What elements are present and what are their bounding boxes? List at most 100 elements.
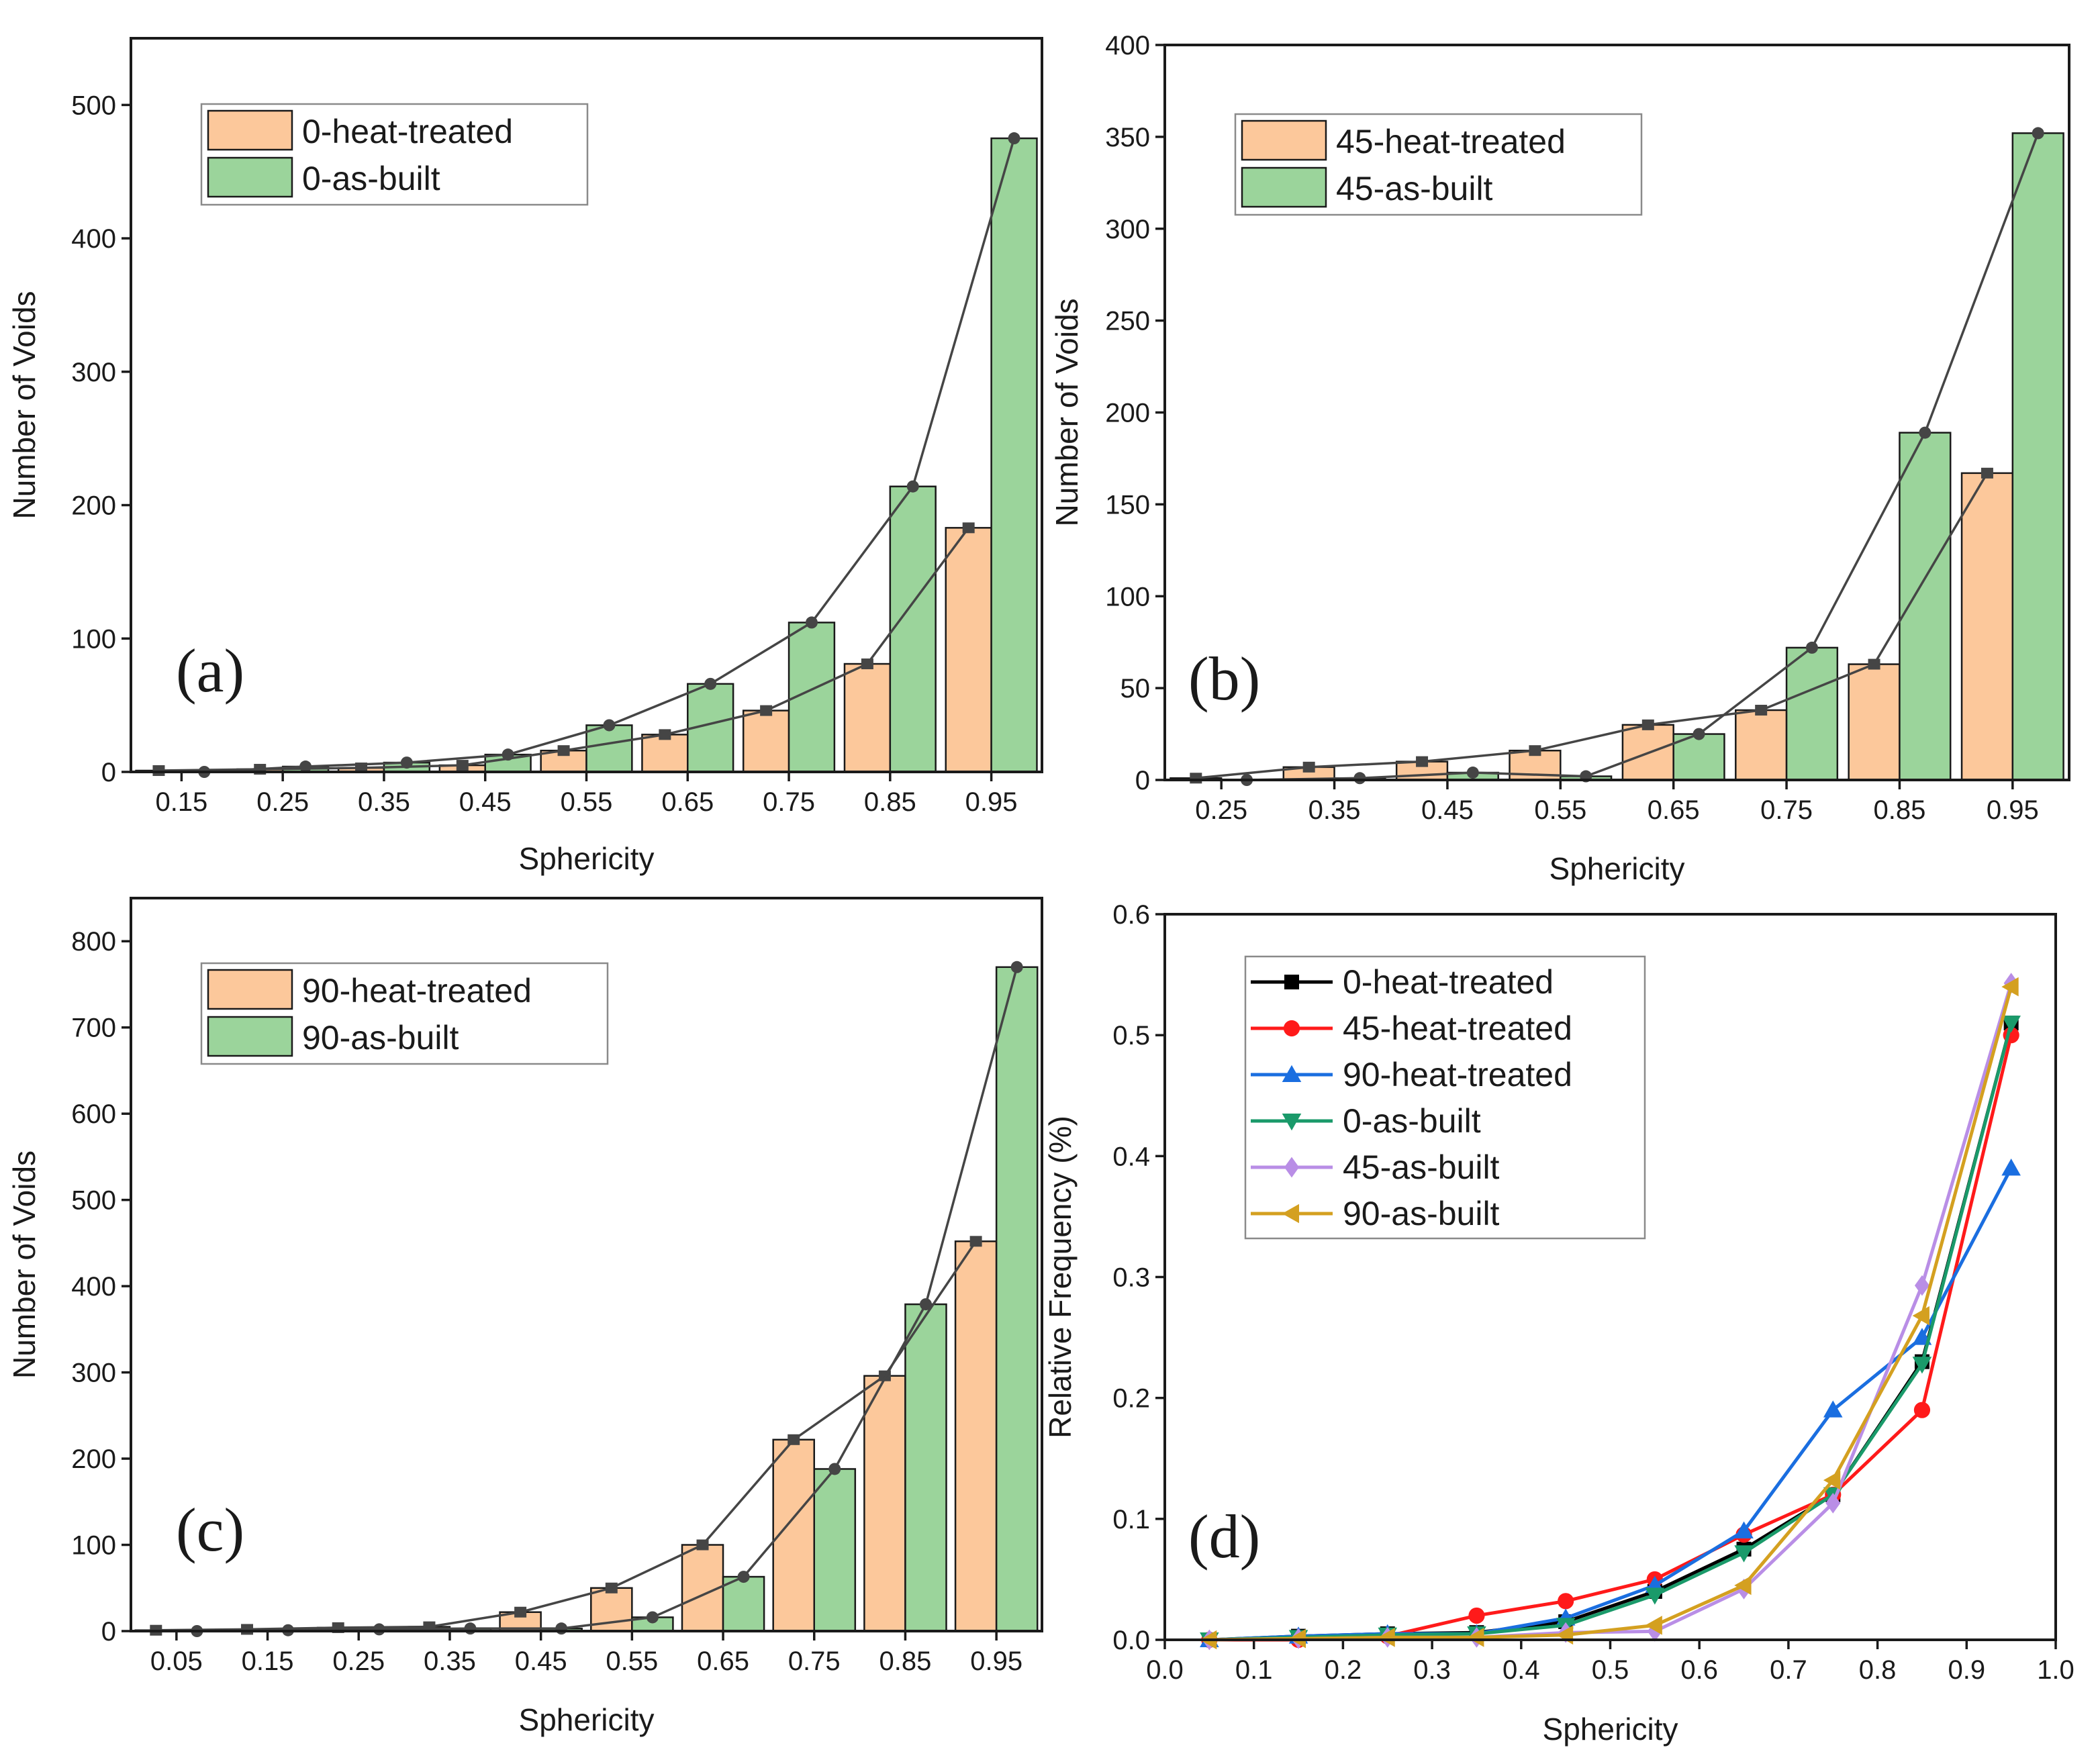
bar-90-as-built-0.75	[813, 1468, 857, 1632]
trend-marker-0-as-built-0.85	[906, 480, 919, 493]
x-tick-label: 0.75	[788, 1647, 841, 1676]
x-tick-label: 0.0	[1146, 1655, 1184, 1685]
x-tick-label: 0.05	[150, 1647, 203, 1676]
legend-marker-90-as-built	[1282, 1204, 1299, 1224]
x-tick-label: 0.8	[1859, 1655, 1897, 1685]
x-axis-label: Sphericity	[519, 1702, 655, 1737]
trend-marker-90-heat-treated-0.75	[788, 1434, 800, 1445]
panel-label: (c)	[176, 1496, 244, 1564]
trend-marker-90-as-built-0.85	[919, 1298, 932, 1311]
x-tick-label: 0.25	[256, 787, 309, 817]
point-0-as-built-0.95	[2001, 1016, 2021, 1033]
bar-45-as-built-0.65	[1672, 733, 1725, 781]
point-45-heat-treated-0.85	[1913, 1402, 1931, 1418]
trend-marker-0-as-built-0.45	[502, 748, 514, 761]
trend-line-45-as-built	[1247, 132, 2040, 781]
point-90-as-built-0.75	[1823, 1470, 1841, 1490]
series-line-0-as-built	[1209, 1022, 2013, 1642]
trend-marker-45-as-built-0.85	[1919, 426, 1932, 439]
bar-45-heat-treated-0.75	[1735, 709, 1788, 781]
trend-marker-45-heat-treated-0.45	[1416, 756, 1429, 767]
y-tick-label: 0	[1135, 766, 1150, 795]
bar-0-heat-treated-0.65	[641, 734, 689, 773]
trend-marker-0-heat-treated-0.75	[760, 705, 773, 716]
trend-line-45-heat-treated	[1196, 472, 1989, 780]
bar-0-heat-treated-0.95	[945, 527, 992, 773]
bar-45-heat-treated-0.85	[1848, 663, 1901, 781]
y-tick-label: 800	[71, 927, 116, 957]
y-tick-label: 0	[101, 1617, 116, 1647]
point-0-as-built-0.85	[1912, 1357, 1932, 1374]
x-axis-label: Sphericity	[519, 841, 655, 876]
y-tick-label: 700	[71, 1014, 116, 1043]
point-90-heat-treated-0.65	[1734, 1521, 1754, 1538]
trend-marker-45-as-built-0.95	[2032, 127, 2044, 140]
point-45-heat-treated-0.35	[1468, 1607, 1485, 1624]
x-tick-label: 0.15	[242, 1647, 294, 1676]
x-tick-label: 1.0	[2037, 1655, 2075, 1685]
bar-45-as-built-0.95	[2011, 132, 2064, 781]
point-0-as-built-0.65	[1734, 1545, 1754, 1563]
bar-0-heat-treated-0.85	[843, 663, 892, 773]
x-tick-label: 0.45	[459, 787, 512, 817]
y-tick-label: 400	[71, 1272, 116, 1302]
x-tick-label: 0.75	[1760, 795, 1813, 825]
x-tick-label: 0.45	[515, 1647, 567, 1676]
legend-label: 0-heat-treated	[1343, 963, 1554, 1001]
trend-marker-90-heat-treated-0.55	[605, 1582, 618, 1594]
x-tick-label: 0.65	[1648, 795, 1700, 825]
legend-label: 45-heat-treated	[1336, 123, 1566, 160]
x-tick-label: 0.95	[970, 1647, 1022, 1676]
legend-swatch-45-heat-treated	[1241, 119, 1327, 161]
y-tick-label: 300	[1105, 215, 1150, 244]
legend-swatch-45-as-built	[1241, 166, 1327, 208]
trend-marker-45-heat-treated-0.65	[1641, 719, 1654, 730]
legend-label: 0-as-built	[302, 160, 440, 197]
legend-label: 90-heat-treated	[302, 972, 532, 1010]
bar-0-as-built-0.95	[990, 137, 1038, 773]
point-45-as-built-0.55	[1647, 1620, 1662, 1642]
x-tick-label: 0.9	[1948, 1655, 1985, 1685]
x-tick-label: 0.65	[697, 1647, 749, 1676]
legend-swatch-90-as-built	[207, 1016, 293, 1057]
legend-swatch-90-heat-treated	[207, 969, 293, 1010]
legend-marker-45-as-built	[1284, 1157, 1299, 1178]
x-tick-label: 0.85	[879, 1647, 932, 1676]
y-tick-label: 300	[71, 1359, 116, 1388]
x-tick-label: 0.4	[1503, 1655, 1540, 1685]
point-45-heat-treated-0.45	[1558, 1593, 1574, 1610]
y-tick-label: 100	[71, 624, 116, 654]
point-90-as-built-0.55	[1645, 1616, 1662, 1635]
point-90-as-built-0.85	[1912, 1306, 1929, 1326]
y-tick-label: 150	[1105, 490, 1150, 520]
y-tick-label: 0	[101, 758, 116, 787]
y-axis-label: Number of Voids	[7, 1150, 42, 1379]
y-tick-label: 600	[71, 1099, 116, 1129]
bar-0-as-built-0.85	[889, 485, 937, 773]
legend-marker-45-heat-treated	[1283, 1020, 1300, 1037]
y-tick-label: 500	[71, 1186, 116, 1216]
y-tick-label: 50	[1120, 674, 1151, 703]
trend-marker-90-as-built-0.95	[1010, 961, 1023, 973]
x-tick-label: 0.3	[1413, 1655, 1451, 1685]
chart-panel-d: 0.0 0.1 0.2 0.3 0.4 0.5 0.6 0.0 0.1 0.2 0.3 0.4 0.5 0…	[1043, 900, 2075, 1747]
y-tick-label: 0.3	[1112, 1263, 1150, 1293]
trend-marker-0-as-built-0.35	[400, 756, 413, 769]
x-tick-label: 0.85	[1874, 795, 1926, 825]
point-90-as-built-0.65	[1734, 1575, 1752, 1596]
trend-marker-45-as-built-0.35	[1353, 772, 1366, 785]
trend-marker-45-heat-treated-0.95	[1981, 467, 1993, 479]
trend-marker-45-as-built-0.75	[1805, 641, 1818, 654]
trend-marker-0-as-built-0.75	[805, 616, 818, 629]
trend-marker-90-heat-treated-0.65	[696, 1539, 709, 1551]
point-90-as-built-0.95	[2001, 977, 2019, 997]
y-tick-label: 200	[71, 491, 116, 521]
trend-marker-90-as-built-0.65	[737, 1571, 750, 1583]
legend-swatch-0-heat-treated	[207, 109, 293, 151]
trend-marker-0-heat-treated-0.55	[557, 745, 570, 756]
x-tick-label: 0.5	[1592, 1655, 1629, 1685]
point-0-as-built-0.55	[1645, 1587, 1665, 1605]
point-90-as-built-0.35	[1467, 1628, 1484, 1647]
plot-frame	[130, 897, 1043, 1632]
x-tick-label: 0.25	[1195, 795, 1247, 825]
